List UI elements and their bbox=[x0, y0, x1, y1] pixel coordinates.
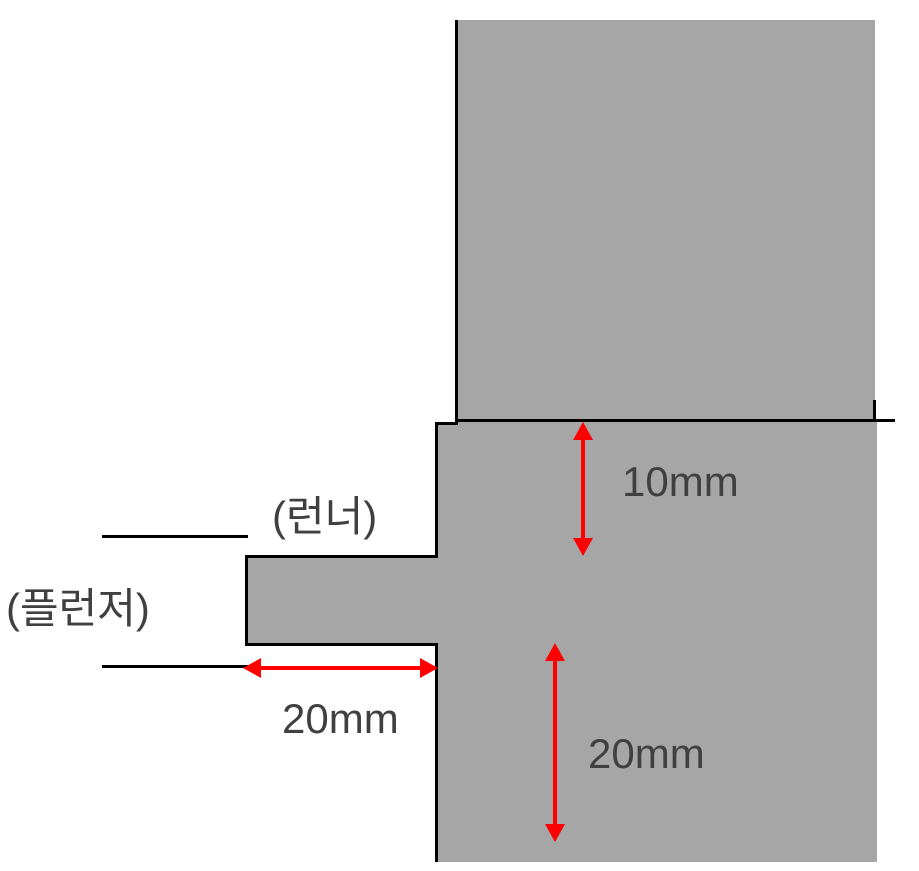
dim-20mm-h-arrow-right bbox=[420, 658, 438, 678]
dim-20mm-v-label: 20mm bbox=[588, 730, 705, 778]
dim-20mm-h-arrow-left bbox=[243, 658, 261, 678]
runner-border-bottom bbox=[245, 643, 438, 646]
dim-10mm-arrow-bottom bbox=[573, 538, 593, 556]
plunger-line-top bbox=[102, 535, 248, 538]
dim-20mm-v-arrow-bottom bbox=[545, 824, 565, 842]
dim-20mm-v-arrow-top bbox=[545, 643, 565, 661]
dim-20mm-h-arrow-line bbox=[256, 666, 424, 670]
dim-20mm-v-arrow-line bbox=[553, 656, 557, 828]
runner-border-left bbox=[245, 555, 248, 646]
runner-border-top bbox=[245, 555, 438, 558]
dim-10mm-arrow-line bbox=[581, 435, 585, 543]
plunger-label: (플런저) bbox=[6, 575, 150, 636]
top-block-border-left bbox=[455, 20, 458, 422]
dim-10mm-arrow-top bbox=[573, 422, 593, 440]
dim-20mm-h-label: 20mm bbox=[282, 695, 399, 743]
bottom-block-border-right-ext bbox=[873, 400, 876, 422]
dim-10mm-label: 10mm bbox=[622, 458, 739, 506]
bottom-block-border-top-left bbox=[435, 422, 458, 425]
runner-block bbox=[245, 558, 438, 643]
plunger-line-bottom bbox=[102, 665, 248, 668]
top-block bbox=[455, 20, 875, 422]
runner-label: (런너) bbox=[272, 483, 377, 544]
